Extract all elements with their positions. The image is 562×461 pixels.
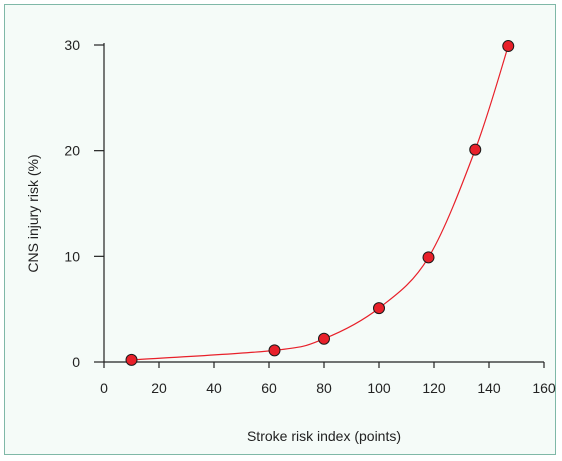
tick-marks [94, 44, 545, 368]
x-tick-label: 160 [532, 380, 556, 396]
data-point [422, 251, 435, 264]
y-axis-label: CNS injury risk (%) [25, 154, 41, 272]
data-point [125, 353, 138, 366]
x-tick-label: 0 [100, 380, 108, 396]
x-tick-label: 20 [151, 380, 167, 396]
x-tick-label: 60 [261, 380, 277, 396]
x-axis-label: Stroke risk index (points) [247, 428, 401, 444]
x-tick-label: 140 [477, 380, 501, 396]
data-points [125, 40, 515, 366]
x-tick-label: 100 [367, 380, 391, 396]
chart-frame [4, 4, 556, 455]
data-point [373, 302, 385, 315]
series-line [131, 45, 509, 361]
axes [103, 43, 544, 363]
data-point [318, 332, 330, 345]
y-tick-label: 10 [64, 248, 80, 264]
y-tick-label: 0 [72, 354, 80, 370]
data-point [268, 344, 281, 357]
x-tick-label: 40 [206, 380, 222, 396]
data-point [502, 40, 515, 53]
y-tick-label: 20 [64, 143, 80, 159]
data-point [469, 143, 482, 156]
tick-labels: 0 20 40 60 80 100 120 140 160 0 10 20 30 [64, 37, 555, 396]
y-tick-label: 30 [64, 37, 80, 53]
x-tick-label: 120 [422, 380, 446, 396]
x-tick-label: 80 [316, 380, 332, 396]
